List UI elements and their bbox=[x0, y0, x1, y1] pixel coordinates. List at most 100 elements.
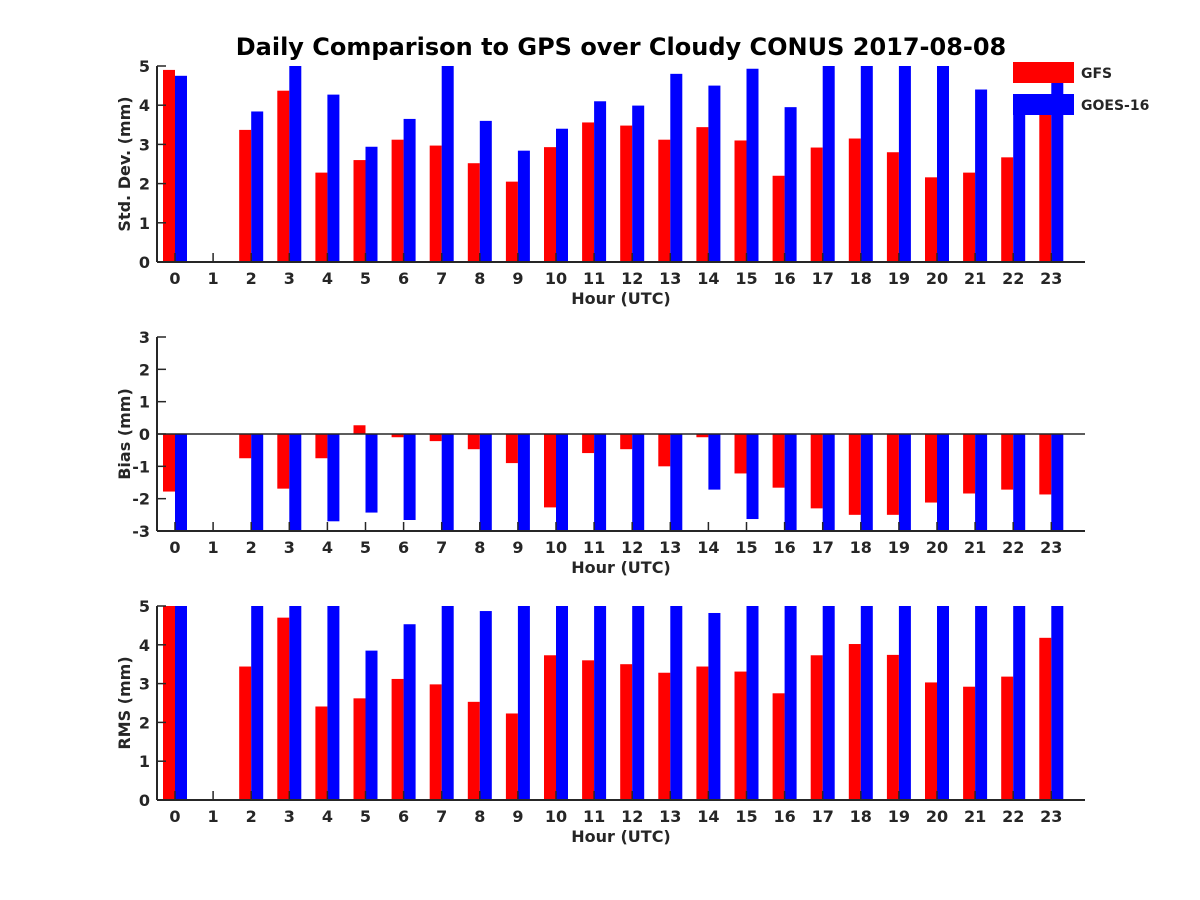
y-tick-label: -3 bbox=[132, 522, 150, 541]
x-axis-label: Hour (UTC) bbox=[571, 558, 671, 577]
bar-gfs-15 bbox=[734, 434, 747, 474]
bar-goes-16-10 bbox=[556, 128, 568, 262]
x-tick-label: 23 bbox=[1040, 807, 1062, 826]
x-tick-label: 4 bbox=[322, 269, 333, 288]
bar-gfs-8 bbox=[467, 701, 480, 800]
x-axis-label: Hour (UTC) bbox=[571, 289, 671, 308]
bar-goes-16-0 bbox=[175, 434, 187, 531]
y-tick-label: 3 bbox=[139, 328, 150, 347]
x-tick-label: 6 bbox=[398, 538, 409, 557]
bar-goes-16-21 bbox=[975, 89, 988, 263]
bar-goes-16-12 bbox=[632, 434, 645, 531]
x-tick-label: 12 bbox=[621, 807, 643, 826]
bar-gfs-14 bbox=[696, 434, 709, 438]
bar-gfs-11 bbox=[582, 660, 595, 800]
y-tick-label: 1 bbox=[139, 393, 150, 412]
y-tick-label: 2 bbox=[139, 175, 150, 194]
bar-goes-16-7 bbox=[441, 606, 454, 800]
bar-goes-16-17 bbox=[822, 606, 835, 800]
legend-label-gfs: GFS bbox=[1081, 66, 1112, 82]
bar-goes-16-10 bbox=[556, 434, 568, 531]
x-tick-label: 9 bbox=[512, 269, 523, 288]
x-tick-label: 12 bbox=[621, 538, 643, 557]
legend-swatch-goes-16 bbox=[1013, 94, 1074, 115]
bar-gfs-20 bbox=[925, 682, 937, 800]
bar-goes-16-23 bbox=[1051, 434, 1064, 531]
chart-title: Daily Comparison to GPS over Cloudy CONU… bbox=[236, 33, 1007, 61]
x-tick-label: 15 bbox=[735, 807, 757, 826]
x-tick-label: 5 bbox=[360, 538, 371, 557]
bar-goes-16-15 bbox=[746, 68, 759, 262]
bar-gfs-18 bbox=[848, 138, 861, 262]
x-tick-label: 18 bbox=[850, 807, 872, 826]
bar-goes-16-4 bbox=[327, 94, 340, 262]
bar-goes-16-15 bbox=[746, 434, 759, 520]
y-tick-label: 5 bbox=[139, 57, 150, 76]
x-tick-label: 8 bbox=[474, 538, 485, 557]
bar-gfs-21 bbox=[963, 686, 976, 800]
bar-goes-16-8 bbox=[479, 611, 492, 800]
bar-gfs-3 bbox=[277, 90, 290, 262]
x-tick-label: 1 bbox=[208, 269, 219, 288]
bar-goes-16-2 bbox=[251, 111, 264, 262]
x-tick-label: 23 bbox=[1040, 538, 1062, 557]
x-tick-label: 22 bbox=[1002, 269, 1024, 288]
x-tick-label: 16 bbox=[773, 269, 795, 288]
bar-gfs-10 bbox=[544, 655, 556, 800]
bar-goes-16-5 bbox=[365, 434, 378, 513]
bar-gfs-23 bbox=[1039, 637, 1052, 800]
bar-gfs-13 bbox=[658, 434, 671, 467]
x-tick-label: 20 bbox=[926, 538, 948, 557]
x-tick-label: 21 bbox=[964, 269, 986, 288]
bar-goes-16-15 bbox=[746, 606, 759, 800]
x-tick-label: 14 bbox=[697, 538, 719, 557]
bar-gfs-20 bbox=[925, 177, 937, 262]
bar-goes-16-4 bbox=[327, 434, 340, 522]
x-tick-label: 16 bbox=[773, 538, 795, 557]
bar-goes-16-7 bbox=[441, 66, 454, 262]
y-tick-label: 1 bbox=[139, 752, 150, 771]
bar-goes-16-3 bbox=[289, 606, 302, 800]
bar-gfs-7 bbox=[429, 145, 442, 262]
bar-goes-16-0 bbox=[175, 606, 187, 800]
bar-gfs-6 bbox=[391, 139, 404, 262]
x-tick-label: 16 bbox=[773, 807, 795, 826]
bar-gfs-22 bbox=[1001, 676, 1014, 800]
bar-goes-16-3 bbox=[289, 66, 302, 262]
legend-swatch-gfs bbox=[1013, 62, 1074, 83]
x-tick-label: 19 bbox=[888, 538, 910, 557]
y-tick-label: 0 bbox=[139, 253, 150, 272]
bar-gfs-0 bbox=[163, 434, 175, 492]
x-tick-label: 10 bbox=[545, 807, 567, 826]
x-tick-label: 3 bbox=[284, 807, 295, 826]
bar-goes-16-11 bbox=[594, 101, 607, 262]
x-tick-label: 17 bbox=[812, 538, 834, 557]
bar-gfs-13 bbox=[658, 672, 671, 800]
bar-gfs-21 bbox=[963, 172, 976, 262]
bar-gfs-7 bbox=[429, 434, 442, 442]
bar-gfs-4 bbox=[315, 172, 328, 262]
bar-goes-16-16 bbox=[784, 434, 797, 531]
x-tick-label: 15 bbox=[735, 538, 757, 557]
bar-goes-16-13 bbox=[670, 434, 683, 531]
bar-gfs-0 bbox=[163, 69, 175, 262]
bar-goes-16-18 bbox=[860, 66, 873, 262]
bar-gfs-9 bbox=[505, 181, 518, 262]
bar-goes-16-22 bbox=[1013, 434, 1026, 531]
bar-gfs-16 bbox=[772, 175, 785, 262]
bar-gfs-8 bbox=[467, 163, 480, 262]
bar-goes-16-11 bbox=[594, 434, 607, 531]
x-tick-label: 21 bbox=[964, 807, 986, 826]
bar-gfs-2 bbox=[239, 434, 252, 459]
y-tick-label: 0 bbox=[139, 791, 150, 810]
bar-goes-16-8 bbox=[479, 120, 492, 262]
bar-goes-16-12 bbox=[632, 606, 645, 800]
bar-gfs-12 bbox=[620, 434, 633, 450]
x-tick-label: 0 bbox=[169, 269, 180, 288]
bar-goes-16-6 bbox=[403, 434, 416, 521]
bar-gfs-12 bbox=[620, 125, 633, 262]
x-tick-label: 5 bbox=[360, 269, 371, 288]
